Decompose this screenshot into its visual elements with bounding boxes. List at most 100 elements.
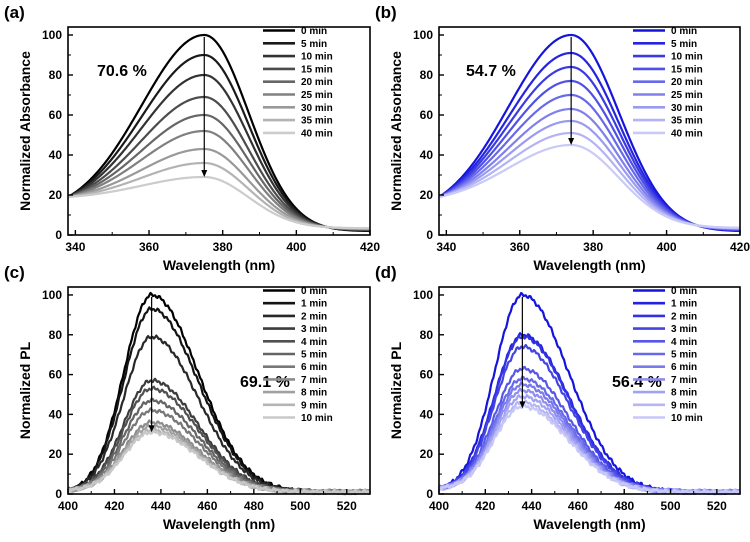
y-tick-label: 100	[42, 28, 62, 42]
y-tick-label: 100	[42, 288, 62, 302]
series-line	[67, 147, 371, 230]
legend-label: 2 min	[301, 311, 327, 322]
percent-annotation: 54.7 %	[466, 63, 516, 80]
percent-annotation: 56.4 %	[612, 374, 662, 391]
y-axis-label: Normalized PL	[17, 341, 33, 439]
y-tick-label: 80	[49, 68, 63, 82]
legend-label: 30 min	[671, 103, 703, 114]
y-tick-label: 60	[420, 108, 434, 122]
percent-annotation: 70.6 %	[97, 63, 147, 80]
x-tick-label: 420	[104, 499, 124, 513]
x-tick-label: 400	[286, 240, 306, 254]
y-tick-label: 40	[420, 407, 434, 421]
panel-label: (d)	[375, 263, 397, 282]
x-tick-label: 460	[197, 499, 217, 513]
x-tick-label: 480	[614, 499, 634, 513]
y-tick-label: 100	[413, 28, 433, 42]
legend-label: 9 min	[671, 400, 697, 411]
legend-label: 2 min	[671, 311, 697, 322]
legend-label: 0 min	[301, 26, 327, 37]
x-tick-label: 500	[290, 499, 310, 513]
y-tick-label: 60	[49, 368, 63, 382]
y-tick-label: 0	[426, 487, 433, 501]
x-tick-label: 480	[244, 499, 264, 513]
panel-label: (a)	[4, 3, 25, 22]
chart-panel-d: (d) 400 420 440 460 480 500 520 0 20 40 60 80 100 Wave…	[375, 263, 741, 532]
plot-frame	[67, 26, 371, 236]
legend-label: 1 min	[671, 299, 697, 310]
legend-label: 8 min	[301, 388, 327, 399]
y-tick-label: 60	[420, 368, 434, 382]
y-tick-label: 20	[49, 188, 63, 202]
y-tick-label: 0	[55, 487, 62, 501]
x-tick-label: 440	[522, 499, 542, 513]
x-tick-label: 520	[337, 499, 357, 513]
plot-frame	[438, 26, 741, 236]
legend-label: 5 min	[671, 39, 697, 50]
legend-label: 1 min	[301, 299, 327, 310]
chart-panel-b: (b) 340 360 380 400 420 0 20 40 60 80 100 Wavelength…	[375, 3, 750, 273]
plot-frame	[67, 286, 371, 495]
x-axis-label: Wavelength (nm)	[533, 516, 645, 532]
legend-label: 9 min	[301, 400, 327, 411]
y-tick-label: 40	[420, 148, 434, 162]
x-axis-label: Wavelength (nm)	[163, 257, 275, 273]
series-line	[438, 403, 741, 496]
series-line	[67, 175, 370, 230]
y-tick-label: 40	[49, 148, 63, 162]
x-tick-label: 420	[360, 240, 380, 254]
legend-label: 15 min	[671, 64, 703, 75]
x-tick-label: 460	[568, 499, 588, 513]
y-tick-label: 20	[49, 447, 63, 461]
legend-label: 20 min	[301, 77, 333, 88]
legend-label: 10 min	[301, 413, 333, 424]
y-axis-label: Normalized PL	[388, 341, 404, 439]
legend-label: 20 min	[671, 77, 703, 88]
y-tick-label: 80	[420, 68, 434, 82]
panel-label: (c)	[4, 263, 25, 282]
x-tick-label: 440	[151, 499, 171, 513]
chart-panel-c: (c) 400 420 440 460 480 500 520 0 20 40 60 80 100 Wave…	[4, 263, 371, 532]
y-tick-label: 60	[49, 108, 63, 122]
series-line	[67, 429, 371, 496]
x-tick-label: 380	[583, 240, 603, 254]
legend-label: 3 min	[671, 324, 697, 335]
legend-label: 35 min	[671, 116, 703, 127]
legend-label: 5 min	[301, 350, 327, 361]
decay-arrow-head	[519, 401, 526, 409]
x-tick-label: 400	[657, 240, 677, 254]
legend-label: 7 min	[671, 375, 697, 386]
legend-label: 10 min	[301, 52, 333, 63]
legend-label: 40 min	[671, 128, 703, 139]
panel-label: (b)	[375, 3, 397, 22]
y-tick-label: 80	[420, 328, 434, 342]
legend-label: 7 min	[301, 375, 327, 386]
series-line	[438, 143, 741, 229]
legend-label: 10 min	[671, 52, 703, 63]
legend-label: 0 min	[671, 26, 697, 37]
x-tick-label: 420	[475, 499, 495, 513]
decay-arrow-head	[568, 138, 575, 145]
legend-label: 4 min	[671, 337, 697, 348]
y-axis-label: Normalized Absorbance	[17, 51, 33, 211]
x-tick-label: 500	[661, 499, 681, 513]
legend-label: 5 min	[671, 350, 697, 361]
x-tick-label: 420	[730, 240, 750, 254]
y-tick-label: 20	[420, 447, 434, 461]
x-axis-label: Wavelength (nm)	[163, 516, 275, 532]
y-tick-label: 20	[420, 188, 434, 202]
y-tick-label: 80	[49, 328, 63, 342]
legend-label: 25 min	[671, 90, 703, 101]
legend-label: 40 min	[301, 128, 333, 139]
x-tick-label: 400	[429, 499, 449, 513]
percent-annotation: 69.1 %	[240, 374, 290, 391]
y-tick-label: 0	[426, 228, 433, 242]
y-tick-label: 40	[49, 407, 63, 421]
series-line	[438, 107, 741, 230]
legend-label: 5 min	[301, 39, 327, 50]
